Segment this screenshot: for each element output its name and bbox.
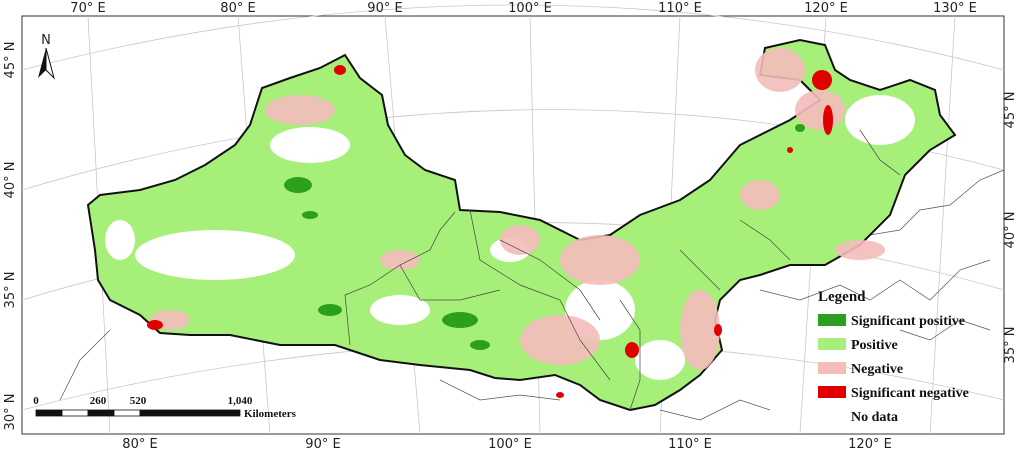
- significant-positive-patches: [284, 124, 805, 350]
- lon-label-top-70: 70° E: [70, 1, 105, 16]
- scale-segment-2: [61, 409, 89, 417]
- lon-label-top-130: 130° E: [933, 1, 977, 16]
- legend-label-significant-negative: Significant negative: [851, 386, 969, 401]
- lon-label-bottom-90: 90° E: [305, 437, 340, 452]
- neighbour-boundaries: [59, 169, 1005, 421]
- lon-label-bottom-80: 80° E: [122, 437, 157, 452]
- legend-swatch-negative: [818, 362, 846, 374]
- lat-label-left-30: 30° N: [3, 394, 18, 431]
- top-lon-ticks: 70° E 80° E 90° E 100° E 110° E 120° E 1…: [70, 1, 977, 16]
- bottom-lon-ticks: 80° E 90° E 100° E 110° E 120° E: [122, 437, 892, 452]
- scale-segment-1: [35, 409, 63, 417]
- legend-swatch-significant-negative: [818, 386, 846, 398]
- scale-tick-520: 520: [130, 395, 147, 407]
- left-lat-ticks: 45° N 40° N 35° N 30° N: [3, 42, 18, 431]
- north-arrow-icon: N: [38, 33, 55, 80]
- scale-tick-1040: 1,040: [228, 395, 253, 407]
- negative-patches: [150, 48, 885, 370]
- lon-label-top-100: 100° E: [508, 1, 552, 16]
- lon-label-top-120: 120° E: [804, 1, 848, 16]
- scale-bar: 0 260 520 1,040 Kilometers: [33, 395, 296, 420]
- legend-swatch-positive: [818, 338, 846, 350]
- scale-segment-5: [139, 409, 241, 417]
- legend-label-negative: Negative: [851, 362, 903, 377]
- lon-label-bottom-120: 120° E: [848, 437, 892, 452]
- north-arrow-label: N: [41, 33, 51, 48]
- lat-label-left-40: 40° N: [3, 162, 18, 199]
- legend-label-significant-positive: Significant positive: [851, 314, 965, 329]
- scale-unit: Kilometers: [244, 408, 297, 420]
- lon-label-top-110: 110° E: [658, 1, 702, 16]
- legend-label-positive: Positive: [851, 338, 898, 353]
- province-boundaries: [344, 129, 901, 411]
- lon-label-top-90: 90° E: [367, 1, 402, 16]
- lat-label-right-40: 40° N: [1003, 212, 1018, 249]
- lat-label-right-45: 45° N: [1003, 92, 1018, 129]
- legend: Legend Significant positive Positive Neg…: [818, 289, 969, 425]
- scale-tick-260: 260: [90, 395, 107, 407]
- lon-label-top-80: 80° E: [220, 1, 255, 16]
- scale-segment-4: [113, 409, 141, 417]
- lon-label-bottom-100: 100° E: [488, 437, 532, 452]
- scale-tick-0: 0: [33, 395, 39, 407]
- lat-label-left-45: 45° N: [3, 42, 18, 79]
- scale-segment-3: [87, 409, 115, 417]
- lat-label-left-35: 35° N: [3, 272, 18, 309]
- lat-label-right-35: 35° N: [1003, 327, 1018, 364]
- legend-label-no-data: No data: [851, 410, 898, 425]
- lon-label-bottom-110: 110° E: [668, 437, 712, 452]
- legend-title: Legend: [818, 289, 866, 305]
- legend-swatch-significant-positive: [818, 314, 846, 326]
- right-lat-ticks: 45° N 40° N 35° N: [1003, 92, 1018, 364]
- significant-negative-patches: [147, 65, 833, 398]
- legend-swatch-no-data: [818, 410, 846, 422]
